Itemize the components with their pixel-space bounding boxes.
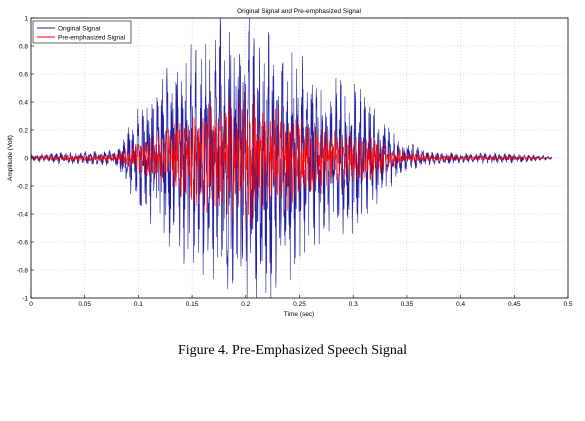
y-tick-label: 1 [24,15,28,22]
x-tick-label: 0.1 [134,301,143,308]
x-tick-label: 0.45 [508,301,521,308]
x-tick-label: 0.05 [78,301,91,308]
legend: Original Signal Pre-emphasized Signal [32,20,132,44]
figure-caption: Figure 4. Pre-Emphasized Speech Signal [177,343,407,358]
x-tick-label: 0 [29,301,33,308]
legend-box [32,20,132,44]
x-tick-label: 0.35 [401,301,414,308]
series-layer [30,17,553,299]
chart: 0 0.05 0.1 0.15 0.2 0.25 0.3 0.35 0.4 0.45 0.5 1 0.8… [7,8,573,318]
x-tick-label: 0.4 [456,301,465,308]
chart-title: Original Signal and Pre-emphasized Signa… [237,8,361,15]
y-tick-label: 0 [24,155,28,162]
series-line-original [30,17,553,299]
figure: 0 0.05 0.1 0.15 0.2 0.25 0.3 0.35 0.4 0.45 0.5 1 0.8… [7,8,573,318]
y-tick-label: -0.6 [17,239,29,246]
y-tick-label: -0.4 [17,211,29,218]
y-tick-label: -1 [22,295,28,302]
y-tick-label: -0.8 [17,267,29,274]
y-tick-label: 0.8 [19,43,28,50]
y-tick-label: 0.4 [19,99,28,106]
y-tick-label: 0.6 [19,71,28,78]
y-tick-label: -0.2 [17,183,29,190]
x-tick-label: 0.5 [563,301,572,308]
y-tick-label: 0.2 [19,127,28,134]
legend-label-preemphasized: Pre-emphasized Signal [58,35,126,42]
x-tick-label: 0.2 [241,301,250,308]
y-axis-label: Amplitude (Volt) [7,135,14,181]
x-tick-label: 0.3 [349,301,358,308]
x-axis-label: Time (sec) [284,311,314,318]
legend-label-original: Original Signal [58,26,101,33]
x-tick-label: 0.25 [293,301,306,308]
ticks: 0 0.05 0.1 0.15 0.2 0.25 0.3 0.35 0.4 0.45 0.5 1 0.8… [17,15,573,308]
x-tick-label: 0.15 [186,301,199,308]
series-line-pre-emphasized [30,91,553,231]
